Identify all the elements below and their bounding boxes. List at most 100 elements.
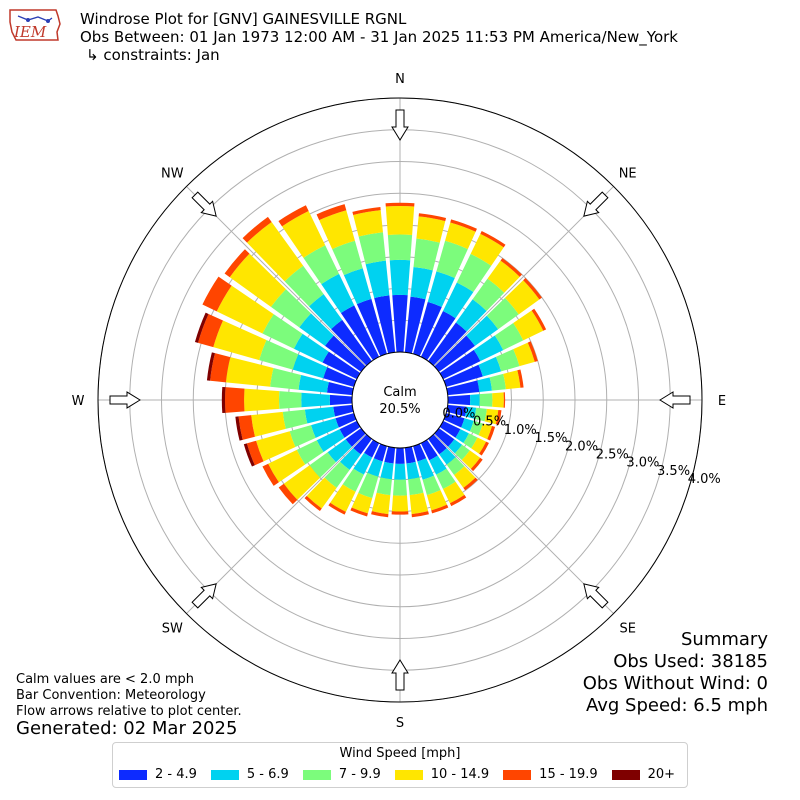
radial-tick-label: 0.5%: [473, 415, 506, 430]
rose-bar-segment: [282, 211, 326, 258]
rose-bar-segment: [461, 418, 474, 432]
rose-bar-segment: [225, 387, 245, 413]
rose-bar-segment: [270, 367, 302, 390]
rose-bar-segment: [439, 420, 461, 438]
iowa-state-outline: [9, 9, 61, 41]
rose-bar-segment: [469, 420, 483, 436]
rose-bar-segment: [262, 463, 279, 486]
rose-bar-segment: [392, 479, 408, 496]
rose-bar-segment: [229, 253, 286, 307]
rose-bar-segment: [385, 205, 415, 235]
rose-bar-segment: [210, 353, 231, 383]
rose-bar-segment: [391, 511, 409, 515]
rose-bar-segment: [428, 322, 467, 366]
rose-bar-segment: [413, 301, 442, 357]
rose-bar-segment: [443, 364, 483, 387]
radial-tick-label: 4.0%: [688, 472, 721, 487]
compass-label-nw: NW: [161, 166, 184, 181]
rose-bar-segment: [298, 374, 329, 393]
rose-bar-segment: [303, 245, 340, 285]
rose-bar-segment: [487, 260, 520, 293]
rose-bar-segment: [340, 305, 380, 361]
rose-bar-segment: [474, 407, 487, 422]
logo-text: IEM: [13, 23, 47, 41]
summary-obs-without-wind: Obs Without Wind: 0: [582, 673, 768, 694]
rose-bar-segment: [420, 311, 456, 361]
rose-bar-segment: [431, 504, 449, 514]
legend-item: 2 - 4.9: [119, 767, 197, 782]
rose-bar-segment: [282, 409, 308, 429]
rose-bar-segment: [470, 233, 504, 266]
rose-bar-segment: [373, 443, 387, 462]
rose-bar-segment: [339, 448, 361, 470]
rose-bar-segment: [216, 285, 274, 334]
rose-bar-segment: [371, 492, 391, 515]
legend-swatch: [611, 769, 640, 780]
rose-bar-segment: [259, 339, 299, 370]
rose-bar-segment: [439, 448, 456, 465]
rose-bar-segment: [513, 310, 544, 341]
wind-direction-arrow-icon: [659, 391, 691, 409]
rose-bar-segment: [454, 466, 476, 488]
legend-label: 5 - 6.9: [246, 767, 289, 782]
generated-date: Generated: 02 Mar 2025: [16, 718, 238, 739]
rose-bar-segment: [371, 511, 389, 518]
rose-bar-segment: [492, 392, 504, 408]
legend-item: 10 - 14.9: [394, 767, 489, 782]
radial-tick-label: 1.5%: [534, 431, 567, 446]
legend-label: 15 - 19.9: [539, 767, 598, 782]
wind-direction-arrow-icon: [583, 583, 609, 609]
rose-bar-segment: [434, 428, 455, 447]
rose-bar-segment: [351, 493, 373, 514]
rose-bar-segment: [466, 315, 499, 346]
summary-title: Summary: [681, 629, 768, 650]
radial-tick-label: 0.0%: [442, 406, 475, 421]
rose-bar-segment: [447, 394, 471, 406]
rose-bar-segment: [454, 444, 470, 461]
rose-bar-segment: [321, 273, 355, 314]
rose-bar-segment: [471, 437, 487, 454]
rose-bar-segment: [246, 440, 264, 466]
compass-label-w: W: [72, 394, 85, 409]
rose-bar-segment: [194, 312, 209, 343]
rose-bar-segment: [299, 313, 334, 346]
compass-label-e: E: [718, 394, 726, 409]
legend-swatch: [119, 769, 147, 780]
rose-bar-segment: [495, 349, 520, 372]
rose-bar-segment: [376, 477, 392, 496]
rose-bar-segment: [247, 222, 304, 282]
rose-bar-segment: [206, 352, 215, 381]
rose-bar-segment: [202, 276, 232, 312]
rose-bar-segment: [480, 231, 506, 248]
rose-bar-segment: [284, 265, 324, 307]
rose-bar-segment: [304, 495, 322, 512]
rose-bar-segment: [408, 477, 424, 496]
rose-bar-segment: [446, 380, 480, 396]
rose-bar-segment: [503, 370, 521, 390]
rose-bar-segment: [278, 483, 298, 505]
rose-bar-segment: [413, 238, 440, 271]
rose-bar-segment: [353, 210, 383, 237]
rose-bar-segment: [448, 439, 463, 454]
rose-bar-segment: [494, 323, 524, 351]
rose-bar-segment: [417, 458, 434, 480]
wind-direction-arrow-icon: [391, 659, 409, 691]
rose-bar-segment: [332, 240, 363, 276]
legend-label: 2 - 4.9: [155, 767, 197, 782]
rose-bar-segment: [262, 314, 303, 349]
legend-item: 7 - 9.9: [302, 767, 381, 782]
rose-bar-segment: [487, 426, 496, 441]
rose-bar-segment: [479, 393, 493, 407]
compass-label-sw: SW: [162, 622, 183, 637]
wind-direction-arrow-icon: [191, 191, 217, 217]
rose-bar-segment: [427, 271, 455, 307]
rose-bar-segment: [513, 342, 535, 367]
rose-bar-segment: [411, 511, 429, 518]
rose-bar-segment: [327, 439, 352, 463]
rose-bar-segment: [244, 388, 280, 412]
rose-bar-segment: [374, 295, 396, 354]
rose-bar-segment: [531, 308, 547, 331]
calm-circle: [351, 351, 449, 449]
rose-bar-segment: [323, 367, 357, 387]
rose-bar-segment: [224, 249, 250, 278]
